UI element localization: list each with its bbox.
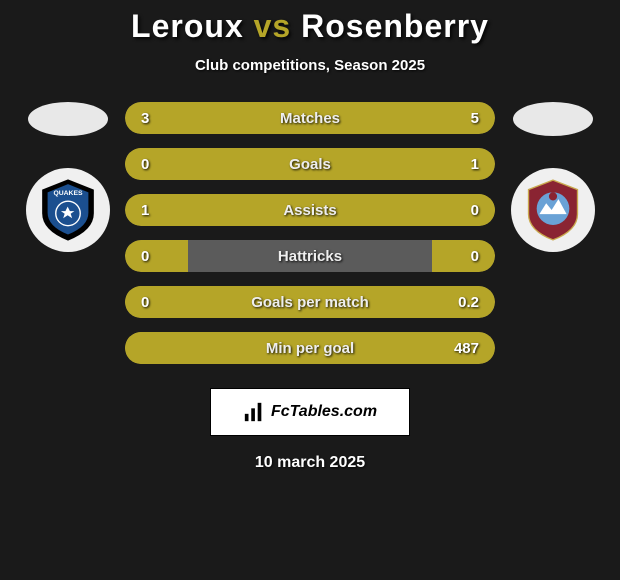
stat-value-right: 0 <box>445 202 495 219</box>
player2-name: Rosenberry <box>301 8 489 44</box>
svg-text:QUAKES: QUAKES <box>53 190 83 197</box>
footer-logo-text: FcTables.com <box>271 403 377 421</box>
stat-value-right: 0 <box>445 248 495 265</box>
stat-row: Min per goal487 <box>125 332 495 364</box>
fctables-logo: FcTables.com <box>210 388 410 436</box>
stat-value-left: 0 <box>125 156 175 173</box>
stat-value-right: 5 <box>445 110 495 127</box>
stat-row: 0Goals1 <box>125 148 495 180</box>
player2-avatar-placeholder <box>513 102 593 136</box>
stat-label: Goals <box>175 156 445 173</box>
stat-label: Hattricks <box>175 248 445 265</box>
player1-column: QUAKES <box>10 102 125 252</box>
stat-value-right: 1 <box>445 156 495 173</box>
stat-label: Assists <box>175 202 445 219</box>
rapids-badge-icon <box>519 176 587 244</box>
stat-value-left: 0 <box>125 294 175 311</box>
stat-value-left: 0 <box>125 248 175 265</box>
chart-icon <box>243 401 265 423</box>
vs-text: vs <box>254 8 292 44</box>
stat-value-right: 487 <box>445 340 495 357</box>
stat-value-left: 3 <box>125 110 175 127</box>
stat-row: 0Hattricks0 <box>125 240 495 272</box>
stat-bars: 3Matches50Goals11Assists00Hattricks00Goa… <box>125 102 495 364</box>
stat-row: 0Goals per match0.2 <box>125 286 495 318</box>
stat-label: Goals per match <box>175 294 445 311</box>
stat-value-right: 0.2 <box>445 294 495 311</box>
footer-date: 10 march 2025 <box>0 454 620 472</box>
player2-team-badge <box>511 168 595 252</box>
stat-label: Matches <box>175 110 445 127</box>
player1-name: Leroux <box>131 8 244 44</box>
player1-avatar-placeholder <box>28 102 108 136</box>
stat-value-left: 1 <box>125 202 175 219</box>
page-title: Leroux vs Rosenberry <box>0 8 620 45</box>
main-content: QUAKES 3Matches50Goals11Assists00Hattric… <box>0 102 620 364</box>
comparison-infographic: Leroux vs Rosenberry Club competitions, … <box>0 0 620 472</box>
player2-column <box>495 102 610 252</box>
stat-row: 1Assists0 <box>125 194 495 226</box>
stat-row: 3Matches5 <box>125 102 495 134</box>
stat-label: Min per goal <box>175 340 445 357</box>
player1-team-badge: QUAKES <box>26 168 110 252</box>
subtitle: Club competitions, Season 2025 <box>0 57 620 74</box>
quakes-badge-icon: QUAKES <box>34 176 102 244</box>
